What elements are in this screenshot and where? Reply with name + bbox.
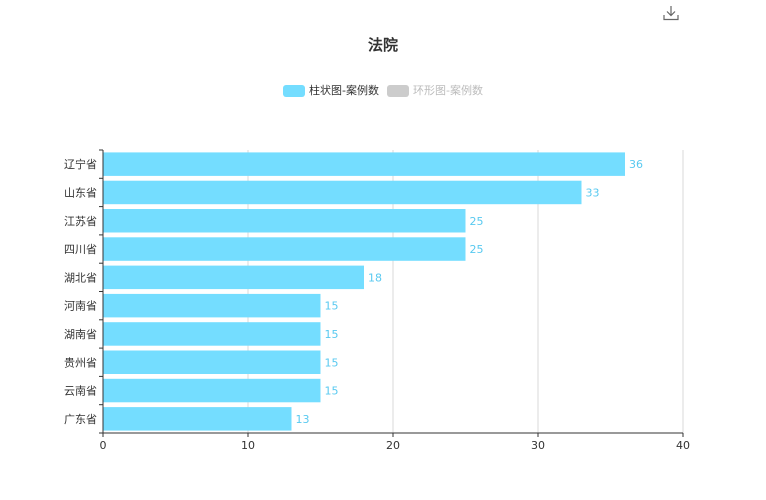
data-label: 15	[325, 385, 339, 398]
bar[interactable]	[103, 407, 292, 431]
legend: 柱状图-案例数 环形图-案例数	[0, 84, 766, 98]
legend-swatch-bar	[283, 85, 306, 97]
x-tick-label: 10	[241, 439, 255, 452]
y-tick-label: 江苏省	[64, 215, 97, 228]
y-tick-label: 贵州省	[64, 356, 97, 369]
data-label: 18	[368, 271, 382, 284]
bar[interactable]	[103, 152, 625, 176]
y-tick-label: 云南省	[64, 385, 97, 398]
x-tick-label: 40	[676, 439, 690, 452]
data-label: 15	[325, 300, 339, 313]
legend-label-ring: 环形图-案例数	[413, 84, 483, 97]
bar[interactable]	[103, 265, 364, 290]
legend-item-bar[interactable]: 柱状图-案例数	[283, 84, 379, 98]
y-tick-label: 四川省	[64, 243, 97, 256]
legend-swatch-ring	[387, 85, 409, 97]
bar[interactable]	[103, 378, 321, 403]
chart-title: 法院	[367, 36, 398, 54]
download-icon[interactable]	[662, 4, 680, 22]
bar[interactable]	[103, 209, 466, 233]
bar[interactable]	[103, 237, 466, 261]
bar[interactable]	[103, 293, 321, 318]
y-tick-label: 湖北省	[64, 271, 97, 284]
data-label: 25	[470, 243, 484, 256]
y-tick-label: 广东省	[64, 413, 97, 426]
data-label: 36	[629, 158, 643, 171]
legend-label-bar: 柱状图-案例数	[309, 84, 379, 97]
bar[interactable]	[103, 322, 321, 346]
x-tick-label: 20	[386, 439, 400, 452]
bar[interactable]	[103, 350, 321, 374]
data-label: 15	[325, 356, 339, 369]
data-label: 13	[296, 413, 310, 426]
y-tick-label: 辽宁省	[64, 157, 97, 171]
y-tick-label: 山东省	[64, 186, 97, 199]
y-tick-label: 河南省	[64, 300, 97, 313]
y-tick-label: 湖南省	[64, 328, 97, 341]
legend-item-ring[interactable]: 环形图-案例数	[387, 84, 483, 98]
data-label: 33	[586, 186, 600, 199]
x-tick-label: 0	[100, 439, 107, 452]
x-tick-label: 30	[531, 439, 545, 452]
data-label: 25	[470, 215, 484, 228]
bar[interactable]	[103, 180, 582, 205]
data-label: 15	[325, 328, 339, 341]
